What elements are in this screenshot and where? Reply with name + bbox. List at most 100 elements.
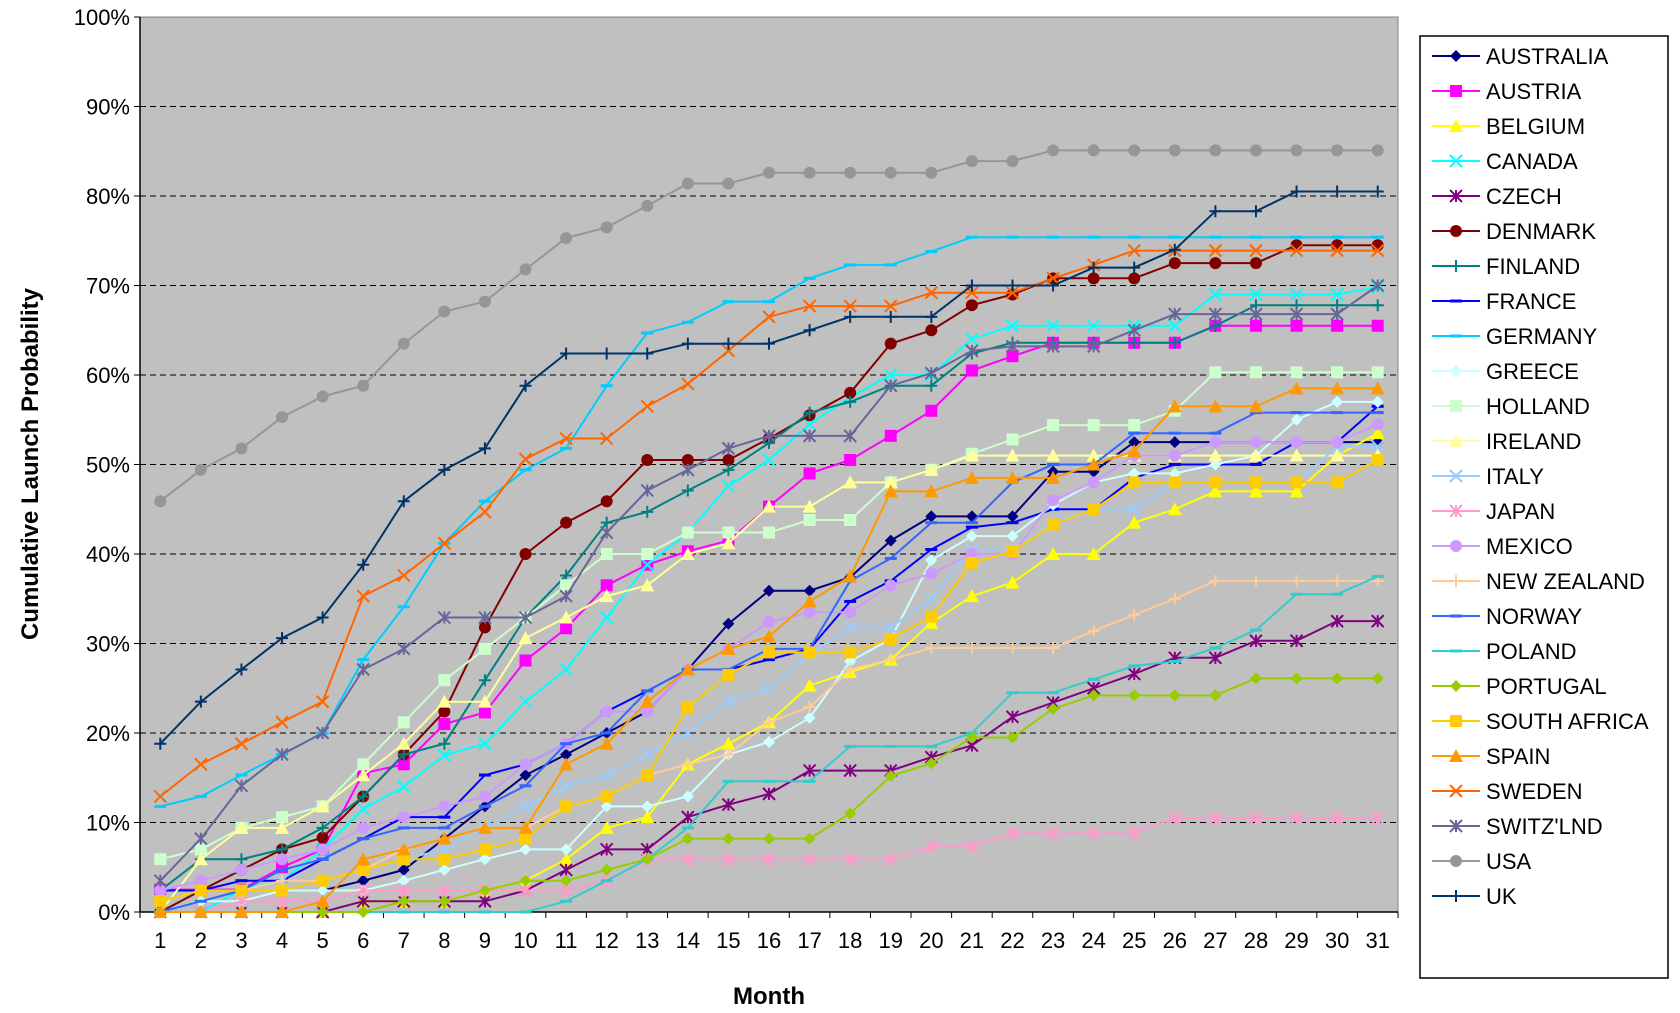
data-point xyxy=(1371,439,1385,454)
data-point xyxy=(1046,470,1061,484)
data-point xyxy=(721,441,736,456)
data-point xyxy=(762,787,776,801)
data-point xyxy=(438,737,451,750)
data-point xyxy=(1249,811,1263,825)
data-point xyxy=(884,534,897,547)
data-point xyxy=(1006,235,1019,239)
data-point xyxy=(641,689,654,693)
data-point xyxy=(1249,235,1262,239)
data-point xyxy=(1128,431,1141,435)
series-portugal xyxy=(154,672,1384,918)
data-point xyxy=(1249,463,1262,466)
data-point xyxy=(276,868,289,872)
data-point xyxy=(357,658,370,662)
legend-marker xyxy=(1450,649,1462,653)
data-point xyxy=(234,779,249,793)
data-point xyxy=(1249,672,1262,685)
legend-marker xyxy=(1450,85,1462,97)
data-point xyxy=(599,736,614,750)
data-point xyxy=(925,166,938,179)
data-point xyxy=(599,768,614,782)
y-tick-label: 50% xyxy=(86,453,130,478)
x-tick-label: 26 xyxy=(1163,928,1187,953)
data-point xyxy=(1047,518,1060,531)
legend-item-usa: USA xyxy=(1432,849,1532,874)
data-point xyxy=(154,884,167,897)
data-point xyxy=(1047,463,1060,466)
data-point xyxy=(1331,395,1344,408)
data-point xyxy=(803,324,816,337)
legend-item-ireland: IRELAND xyxy=(1432,429,1581,454)
data-point xyxy=(721,797,736,812)
data-point xyxy=(1047,144,1060,157)
data-point xyxy=(437,694,452,708)
data-point xyxy=(1006,510,1019,523)
data-point xyxy=(518,694,533,709)
data-point xyxy=(1006,433,1019,446)
data-point xyxy=(153,873,167,888)
data-point xyxy=(1371,614,1385,628)
data-point xyxy=(234,737,249,751)
data-point xyxy=(721,344,736,358)
data-point xyxy=(1371,454,1384,467)
legend-item-france: FRANCE xyxy=(1432,289,1576,314)
data-point xyxy=(803,406,816,419)
legend-label: FRANCE xyxy=(1486,289,1576,314)
data-point xyxy=(1005,710,1020,724)
data-point xyxy=(1128,419,1141,432)
data-point xyxy=(397,874,410,887)
legend-item-greece: GREECE xyxy=(1432,359,1579,384)
data-point xyxy=(1046,547,1061,560)
x-tick-label: 23 xyxy=(1041,928,1065,953)
data-point xyxy=(844,663,857,676)
data-point xyxy=(1128,436,1141,449)
data-point xyxy=(1330,381,1345,395)
y-tick-label: 30% xyxy=(86,632,130,657)
data-point xyxy=(802,417,817,431)
y-tick-label: 20% xyxy=(86,721,130,746)
data-point xyxy=(1005,826,1020,840)
data-point xyxy=(1209,235,1222,239)
data-point xyxy=(357,863,370,876)
legend-item-mexico: MEXICO xyxy=(1432,534,1573,559)
data-point xyxy=(1047,691,1060,695)
data-point xyxy=(843,299,857,313)
data-point xyxy=(1168,257,1181,270)
data-point xyxy=(1330,448,1345,462)
data-point xyxy=(925,310,938,323)
data-point xyxy=(356,768,371,782)
data-point xyxy=(803,779,816,783)
x-tick-label: 2 xyxy=(195,928,207,953)
data-point xyxy=(884,337,897,350)
data-point xyxy=(925,641,938,654)
legend-label: JAPAN xyxy=(1486,499,1555,524)
data-point xyxy=(1371,235,1384,239)
data-point xyxy=(762,499,776,513)
x-tick-label: 3 xyxy=(235,928,247,953)
data-point xyxy=(397,716,410,729)
data-point xyxy=(1209,431,1222,435)
data-point xyxy=(681,320,694,324)
data-point xyxy=(681,826,694,830)
data-point xyxy=(316,831,329,844)
data-point xyxy=(600,800,613,813)
data-point xyxy=(924,462,939,476)
data-point xyxy=(802,499,817,513)
data-point xyxy=(478,642,491,655)
data-point xyxy=(884,852,898,866)
data-point xyxy=(154,853,167,866)
data-point xyxy=(1127,444,1142,458)
data-point xyxy=(803,276,816,280)
legend-label: CZECH xyxy=(1486,184,1562,209)
data-point xyxy=(763,735,775,748)
data-point xyxy=(1290,235,1303,239)
data-point xyxy=(1168,592,1181,605)
data-point xyxy=(1330,287,1344,302)
data-point xyxy=(681,454,694,467)
data-point xyxy=(560,748,573,761)
data-point xyxy=(1209,689,1222,702)
data-point xyxy=(397,568,411,583)
data-point xyxy=(235,863,248,876)
data-point xyxy=(357,379,370,392)
data-point xyxy=(599,842,614,857)
